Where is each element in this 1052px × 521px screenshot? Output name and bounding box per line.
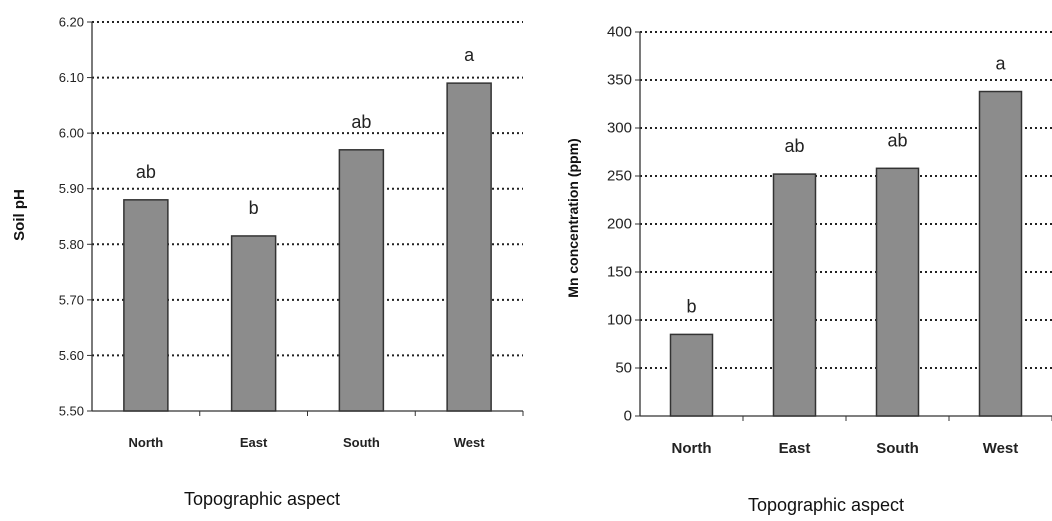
y-tick-label: 250 — [607, 168, 632, 185]
y-tick-label: 6.20 — [59, 15, 84, 30]
y-tick-label: 350 — [607, 72, 632, 89]
y-tick-label: 100 — [607, 312, 632, 329]
x-tick-label: North — [129, 435, 164, 450]
y-tick-label: 5.80 — [59, 237, 84, 252]
x-tick-label: West — [454, 435, 485, 450]
y-tick-label: 0 — [624, 408, 632, 425]
bar — [875, 167, 920, 417]
y-tick-label: 400 — [607, 24, 632, 41]
y-tick-label: 5.50 — [59, 404, 84, 419]
bar-label: ab — [887, 130, 907, 150]
y-tick-label: 6.10 — [59, 70, 84, 85]
bar — [123, 199, 169, 412]
y-tick-label: 50 — [615, 360, 632, 377]
y-tick-label: 5.60 — [59, 348, 84, 363]
bar-label: ab — [351, 112, 371, 132]
bar — [772, 173, 817, 417]
x-axis-title: Topographic aspect — [184, 489, 340, 509]
bar-label: b — [249, 198, 259, 218]
x-tick-label: West — [983, 440, 1019, 457]
x-tick-label: South — [343, 435, 380, 450]
bar-label: ab — [784, 136, 804, 156]
bar — [978, 90, 1023, 417]
y-tick-label: 200 — [607, 216, 632, 233]
bar-label: a — [995, 54, 1006, 74]
x-tick-label: East — [779, 440, 811, 457]
x-tick-label: South — [876, 440, 919, 457]
x-tick-label: East — [240, 435, 268, 450]
bar-label: ab — [136, 162, 156, 182]
bar — [446, 82, 492, 412]
y-axis-title: Mn concentration (ppm) — [565, 138, 581, 297]
y-tick-label: 6.00 — [59, 126, 84, 141]
y-tick-label: 5.90 — [59, 181, 84, 196]
y-axis-title: Soil pH — [11, 189, 28, 241]
y-tick-label: 150 — [607, 264, 632, 281]
x-tick-label: North — [672, 440, 712, 457]
bar-label: b — [686, 296, 696, 316]
bar-label: a — [464, 45, 475, 65]
bar — [669, 333, 714, 417]
x-axis-title: Topographic aspect — [748, 495, 904, 515]
bar — [230, 235, 277, 412]
y-tick-label: 5.70 — [59, 292, 84, 307]
bar — [338, 149, 385, 412]
y-tick-label: 300 — [607, 120, 632, 137]
